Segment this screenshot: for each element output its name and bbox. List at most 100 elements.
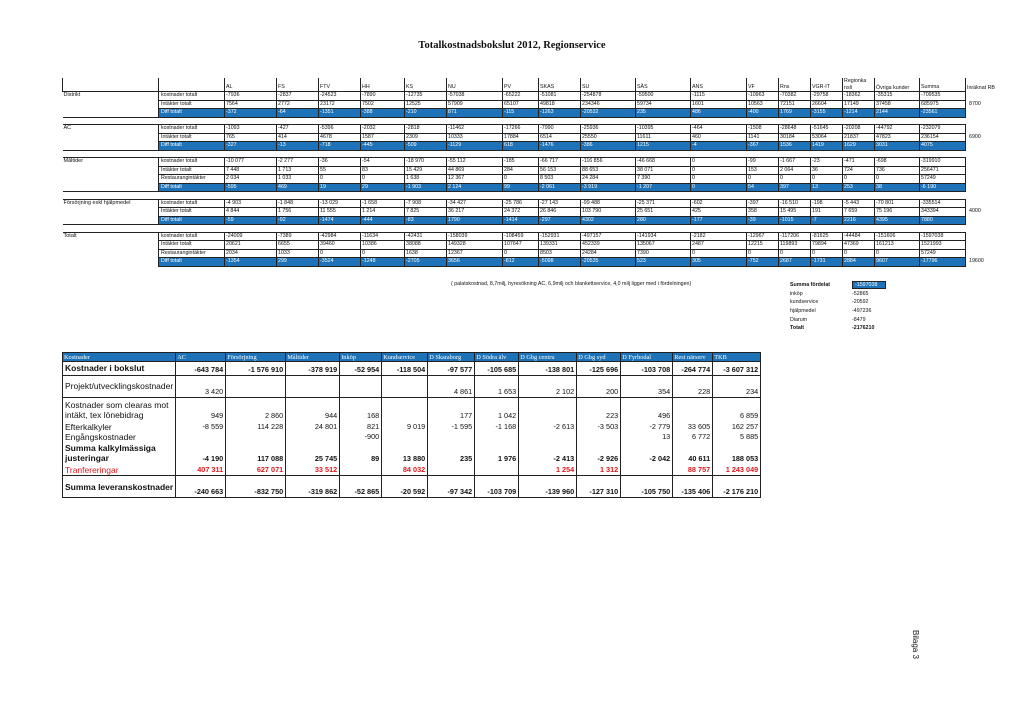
table-row: Summa kalkylmässiga justeringar -4 190 117… [61, 441, 762, 464]
table-row: Diff totalt -595 469 19 29 -1 903 2 124 99 -2 06… [63, 182, 998, 192]
value-cell: -103 709 [474, 475, 520, 499]
value-cell: 84 032 [381, 463, 429, 476]
value-cell: -59500 [635, 91, 691, 101]
value-cell: -2 176 210 [712, 475, 762, 499]
value-cell: -464 [690, 124, 747, 134]
value-cell: -116 856 [580, 157, 636, 167]
row-label: Tranfereringar [61, 463, 177, 476]
value-cell: 0 [746, 174, 779, 184]
value-cell: -64 [276, 108, 319, 118]
header-cell: VF [746, 78, 779, 92]
value-cell: 25 651 [635, 207, 691, 217]
extra-value [966, 216, 998, 225]
value-cell: -4 190 [175, 441, 227, 464]
extra-value [966, 142, 998, 151]
value-cell: -51645 [810, 124, 843, 134]
value-cell: -42984 [318, 231, 361, 241]
value-cell: 305 [690, 257, 747, 267]
value-cell: -70382 [778, 91, 811, 101]
value-cell: -1 595 [427, 421, 476, 432]
value-cell: 2 102 [518, 375, 578, 398]
value-cell: 29 [360, 182, 405, 192]
value-cell: -297 [538, 215, 581, 225]
value-cell [672, 397, 714, 422]
value-cell: 949 [175, 397, 227, 422]
value-cell: 8503 [538, 248, 581, 258]
value-cell: -1 658 [360, 198, 405, 208]
value-cell: 2687 [778, 257, 811, 267]
value-cell: -1 168 [474, 421, 520, 432]
value-cell: 26604 [810, 99, 843, 109]
summary-panel: Summa fördelat -1597038 inköp -52865 kundser… [790, 281, 887, 333]
value-cell: -177 [690, 215, 747, 225]
row-label: Intäkter totalt [158, 240, 225, 250]
value-cell: -108459 [502, 231, 539, 241]
value-cell: 253 [842, 182, 875, 192]
extra-value [966, 125, 998, 134]
value-cell: -1248 [360, 257, 405, 267]
value-cell: -12967 [746, 231, 779, 241]
value-cell: 1536 [778, 141, 811, 151]
value-cell: -3 607 312 [712, 361, 762, 376]
value-cell: 2034 [224, 248, 277, 258]
value-cell: 107647 [502, 240, 539, 250]
value-cell: 2772 [276, 99, 319, 109]
value-cell: 83 [360, 165, 405, 175]
value-cell: -27 143 [538, 198, 581, 208]
value-cell: 234346 [580, 99, 636, 109]
value-cell: -8 559 [175, 421, 227, 432]
value-cell: 1 214 [360, 207, 405, 217]
row-label: Diff totalt [158, 257, 225, 267]
value-cell: -17796 [919, 257, 966, 267]
value-cell: -117206 [778, 231, 811, 241]
value-cell: -3 919 [580, 182, 636, 192]
value-cell: -1015 [778, 215, 811, 225]
extra-value [966, 183, 998, 192]
value-cell: 40 611 [672, 441, 714, 464]
header-cell: KS [404, 78, 447, 92]
value-cell: -35315 [874, 91, 920, 101]
section-gap [62, 224, 998, 233]
value-cell: 2 124 [446, 182, 503, 192]
value-cell: -44792 [874, 124, 920, 134]
value-cell: -4 [690, 141, 747, 151]
value-cell: 153 [746, 165, 779, 175]
summary-row: kundservice -20592 [790, 298, 886, 307]
header-cell: PV [502, 78, 539, 92]
value-cell: -335514 [919, 198, 966, 208]
value-cell: -6 190 [919, 182, 966, 192]
value-cell: 3031 [874, 141, 920, 151]
value-cell: -3 503 [576, 421, 622, 432]
value-cell [518, 431, 578, 442]
value-cell: -386 [580, 141, 636, 151]
value-cell: -1597038 [919, 231, 966, 241]
summary-value: -8479 [852, 316, 866, 323]
value-cell: 1 756 [276, 207, 319, 217]
extra-value [966, 232, 998, 241]
value-cell: 1601 [690, 99, 747, 109]
value-cell: 724 [842, 165, 875, 175]
section-name: Distrikt [62, 91, 159, 117]
extra-value [966, 199, 998, 208]
value-cell [427, 431, 476, 442]
value-cell: -471 [842, 157, 875, 167]
value-cell: -367 [746, 141, 779, 151]
value-cell: 39460 [318, 240, 361, 250]
value-cell: 223 [576, 397, 622, 422]
summary-value: -2176210 [852, 325, 875, 332]
value-cell: 7502 [360, 99, 405, 109]
value-cell [518, 397, 578, 422]
value-cell: 944 [285, 397, 341, 422]
value-cell: -2 277 [276, 157, 319, 167]
value-cell: 37458 [874, 99, 920, 109]
section-gap [62, 116, 998, 125]
value-cell: 25550 [580, 132, 636, 142]
value-cell: 135067 [635, 240, 691, 250]
value-cell: -152931 [538, 231, 581, 241]
value-cell: 30184 [778, 132, 811, 142]
value-cell: 343394 [919, 207, 966, 217]
value-cell: 75 196 [874, 207, 920, 217]
value-cell: -5098 [538, 257, 581, 267]
value-cell: 7390 [635, 248, 691, 258]
extra-value [966, 241, 998, 250]
